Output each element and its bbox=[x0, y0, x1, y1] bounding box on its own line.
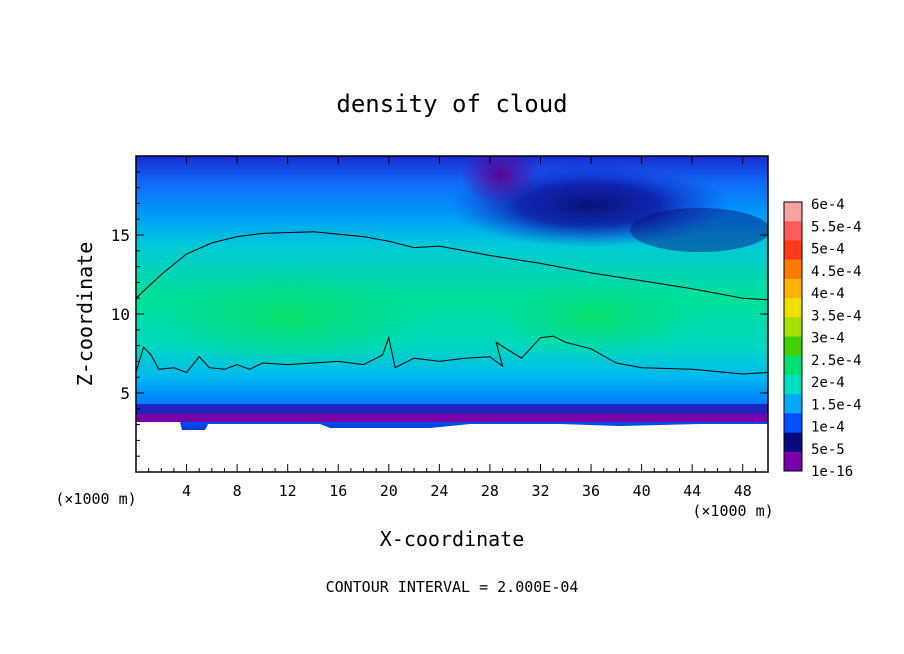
x-tick-label-20: 20 bbox=[380, 482, 398, 500]
colorbar-swatch-11 bbox=[784, 394, 802, 414]
colorbar-label-4: 4.5e-4 bbox=[811, 264, 862, 280]
colorbar-swatch-8 bbox=[784, 336, 802, 357]
colorbar-label-1: 6e-4 bbox=[811, 197, 845, 213]
y-tick-label-15: 15 bbox=[111, 226, 130, 245]
colorbar-label-2: 5.5e-4 bbox=[811, 219, 862, 235]
z-unit-label: (×1000 m) bbox=[55, 490, 136, 508]
x-tick-label-12: 12 bbox=[279, 482, 297, 500]
chart-title: density of cloud bbox=[336, 90, 567, 118]
colorbar-swatch-6 bbox=[784, 298, 802, 318]
x-axis-label: X-coordinate bbox=[380, 527, 525, 551]
colorbar-label-12: 5e-5 bbox=[811, 442, 845, 458]
colorbar-label-11: 1e-4 bbox=[811, 420, 845, 436]
colorbar-swatch-10 bbox=[784, 374, 802, 395]
colorbar-swatch-2 bbox=[784, 221, 802, 241]
colorbar-label-6: 3.5e-4 bbox=[811, 308, 862, 324]
x-tick-label-44: 44 bbox=[683, 482, 701, 500]
contour-line-2 bbox=[136, 335, 768, 375]
x-unit-label: (×1000 m) bbox=[692, 502, 773, 520]
x-tick-label-8: 8 bbox=[233, 482, 242, 500]
colorbar-swatch-5 bbox=[784, 278, 802, 299]
colorbar-label-7: 3e-4 bbox=[811, 331, 845, 347]
no-data-region bbox=[136, 422, 768, 472]
x-tick-label-48: 48 bbox=[734, 482, 752, 500]
colorbar-label-13: 1e-16 bbox=[811, 464, 853, 480]
x-tick-label-36: 36 bbox=[582, 482, 600, 500]
colorbar-swatch-9 bbox=[784, 355, 802, 376]
colorbar-label-9: 2e-4 bbox=[811, 375, 845, 391]
colorbar-swatch-13 bbox=[784, 432, 802, 453]
x-tick-label-32: 32 bbox=[531, 482, 549, 500]
colorbar-label-10: 1.5e-4 bbox=[811, 397, 862, 413]
x-tick-label-16: 16 bbox=[329, 482, 347, 500]
colorbar-swatch-1 bbox=[784, 202, 802, 222]
colorbar-swatch-4 bbox=[784, 259, 802, 280]
colorbar-label-5: 4e-4 bbox=[811, 286, 845, 302]
y-tick-label-5: 5 bbox=[120, 384, 130, 403]
x-tick-label-24: 24 bbox=[430, 482, 448, 500]
y-axis-ticks: 5 10 15 bbox=[111, 171, 768, 457]
x-tick-label-28: 28 bbox=[481, 482, 499, 500]
colorbar-label-3: 5e-4 bbox=[811, 242, 845, 258]
colorbar-label-8: 2.5e-4 bbox=[811, 353, 862, 369]
colorbar: 6e-4 5.5e-4 5e-4 4.5e-4 4e-4 3.5e-4 3e-4 2.5e-4… bbox=[783, 197, 862, 480]
contour-lines bbox=[136, 231, 768, 375]
y-axis-label: Z-coordinate bbox=[73, 242, 97, 387]
y-tick-label-10: 10 bbox=[111, 305, 130, 324]
colorbar-swatch-12 bbox=[784, 413, 802, 434]
density-field bbox=[136, 156, 768, 472]
x-tick-label-4: 4 bbox=[182, 482, 191, 500]
contour-interval-note: CONTOUR INTERVAL = 2.000E-04 bbox=[326, 578, 579, 596]
colorbar-swatch-14 bbox=[784, 451, 802, 472]
x-tick-label-40: 40 bbox=[633, 482, 651, 500]
x-axis-ticks: 4 8 12 16 20 24 28 32 36 40 44 48 bbox=[148, 156, 756, 500]
colorbar-frame bbox=[783, 201, 803, 472]
colorbar-swatch-7 bbox=[784, 317, 802, 337]
contour-line-1 bbox=[136, 231, 768, 301]
colorbar-swatch-3 bbox=[784, 240, 802, 261]
